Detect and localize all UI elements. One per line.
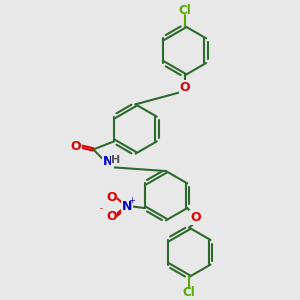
Text: +: +: [128, 196, 135, 205]
Text: Cl: Cl: [183, 286, 196, 299]
Text: O: O: [190, 211, 201, 224]
Text: O: O: [106, 190, 117, 203]
Text: O: O: [179, 81, 190, 94]
Text: N: N: [103, 155, 113, 168]
Text: O: O: [106, 210, 117, 223]
Text: H: H: [111, 155, 121, 165]
Text: Cl: Cl: [178, 4, 191, 17]
Text: -: -: [100, 204, 103, 213]
Text: O: O: [70, 140, 81, 153]
Text: N: N: [122, 200, 132, 213]
